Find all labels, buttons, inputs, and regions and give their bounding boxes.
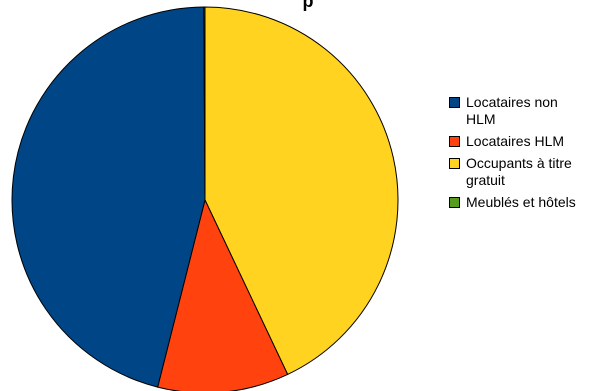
legend-item-occupants-a-titre-gratuit: Occupants à titre gratuit [447, 155, 616, 189]
legend-item-meubles-et-hotels: Meublés et hôtels [447, 194, 616, 211]
legend-item-locataires-hlm: Locataires HLM [447, 133, 616, 150]
legend-swatch [449, 136, 460, 147]
pie-slice-occupants-a-titre-gratuit [204, 6, 399, 376]
pie-slice-locataires-hlm [157, 198, 289, 391]
legend-item-locataires-non-hlm: Locataires non HLM [447, 94, 616, 128]
pie-slice-locataires-non-hlm [11, 6, 206, 388]
chart-title-fragment: p [302, 0, 314, 11]
pie-slice-meubles-et-hotels [203, 6, 206, 201]
legend-swatch [449, 158, 460, 169]
legend-label: Occupants à titre gratuit [466, 155, 572, 188]
legend-label: Locataires HLM [466, 133, 565, 149]
chart-legend: Locataires non HLM Locataires HLM Occupants… [447, 94, 616, 216]
legend-swatch [449, 197, 460, 208]
legend-label: Meublés et hôtels [466, 194, 576, 210]
legend-label: Locataires non HLM [466, 94, 558, 127]
legend-swatch [449, 97, 460, 108]
